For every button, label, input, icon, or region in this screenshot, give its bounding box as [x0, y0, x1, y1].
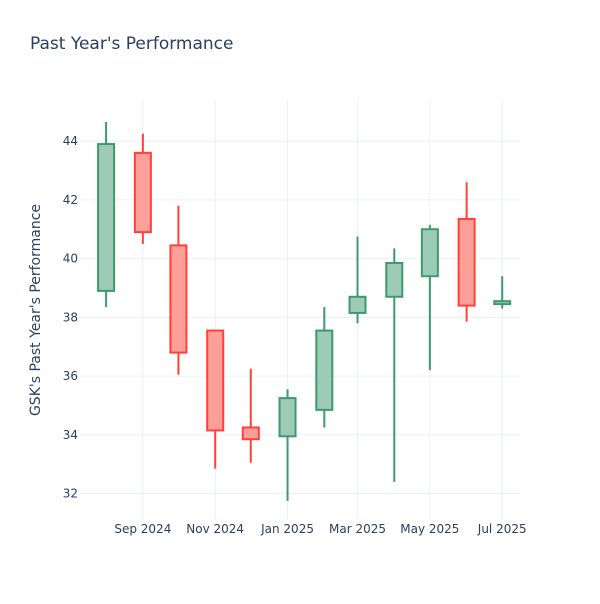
y-tick-label: 38	[63, 310, 78, 324]
candle	[420, 224, 439, 371]
candle	[169, 205, 188, 375]
candle-body	[133, 151, 152, 234]
y-tick-label: 32	[63, 487, 78, 501]
candle-body	[385, 262, 404, 298]
candle	[457, 182, 476, 322]
x-tick-label: Jul 2025	[477, 522, 527, 536]
candle-body	[420, 228, 439, 278]
candle	[206, 329, 225, 469]
candle	[493, 276, 512, 309]
candle	[385, 248, 404, 482]
y-axis-title: GSK's Past Year's Performance	[28, 204, 44, 416]
candle	[315, 307, 334, 428]
candle-body	[493, 300, 512, 306]
y-tick-label: 34	[63, 428, 78, 442]
x-tick-label: Nov 2024	[186, 522, 244, 536]
candle-body	[278, 397, 297, 438]
y-tick-label: 42	[63, 193, 78, 207]
y-tick-label: 44	[63, 134, 78, 148]
candle	[133, 133, 152, 244]
axis-layer: 32 34 36 38 40 42 44 Sep 2024 Nov 2024 Jan 2025 Ma…	[63, 134, 527, 536]
candle	[241, 368, 260, 463]
candle-body	[169, 244, 188, 354]
x-tick-label: Jan 2025	[260, 522, 314, 536]
candle	[348, 236, 367, 324]
y-tick-label: 36	[63, 369, 78, 383]
candle	[97, 122, 116, 308]
candle-body	[315, 329, 334, 411]
x-tick-label: Mar 2025	[329, 522, 386, 536]
candle-body	[97, 143, 116, 292]
candle-body	[206, 329, 225, 432]
candle-body	[241, 426, 260, 441]
y-tick-label: 40	[63, 252, 78, 266]
chart-title: Past Year's Performance	[30, 34, 234, 54]
candle-layer	[97, 122, 512, 501]
candle-body	[457, 217, 476, 307]
x-tick-label: May 2025	[400, 522, 459, 536]
candle-body	[348, 295, 367, 314]
x-tick-label: Sep 2024	[114, 522, 171, 536]
candle	[278, 389, 297, 501]
